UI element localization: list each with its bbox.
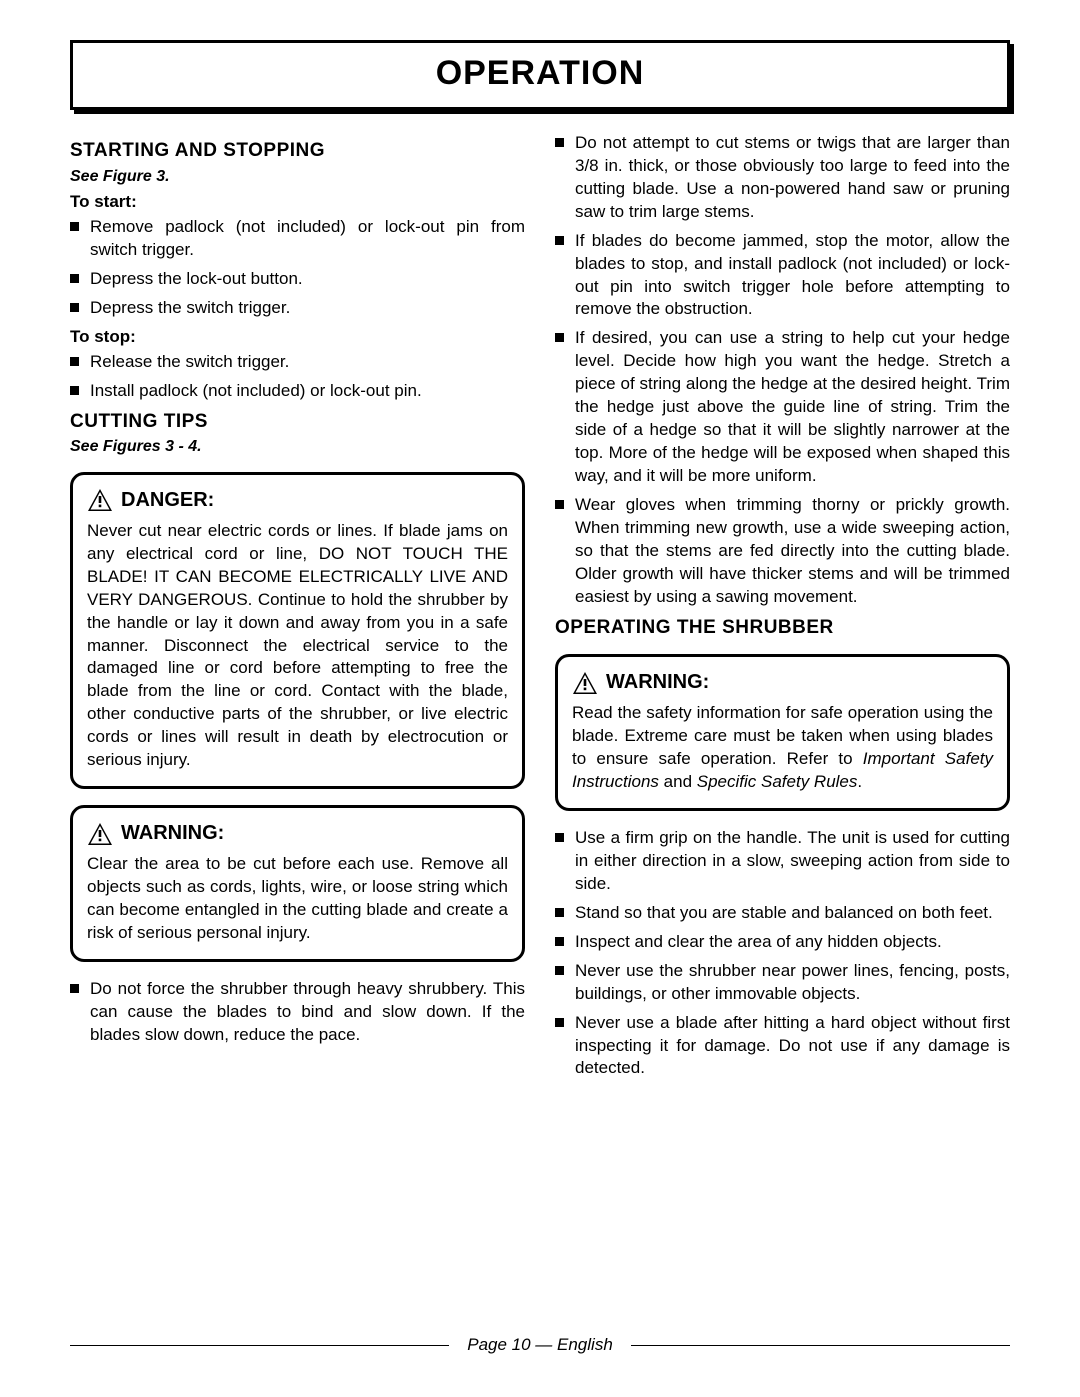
left-column: STARTING AND STOPPING See Figure 3. To s… bbox=[70, 132, 525, 1087]
warning-triangle-icon bbox=[87, 822, 113, 846]
footer-rule-left bbox=[70, 1345, 449, 1346]
list-item: Depress the lock-out button. bbox=[70, 268, 525, 291]
warning-label: WARNING: bbox=[606, 669, 709, 696]
list-item: Remove padlock (not included) or lock-ou… bbox=[70, 216, 525, 262]
page-title: OPERATION bbox=[73, 51, 1007, 97]
warning-triangle-icon bbox=[87, 488, 113, 512]
see-figure-ref: See Figure 3. bbox=[70, 166, 525, 188]
list-item: If blades do become jammed, stop the mot… bbox=[555, 230, 1010, 322]
operating-list: Use a firm grip on the handle. The unit … bbox=[555, 827, 1010, 1080]
danger-box: DANGER: Never cut near electric cords or… bbox=[70, 472, 525, 789]
list-item: If desired, you can use a string to help… bbox=[555, 327, 1010, 488]
list-item: Never use the shrubber near power lines,… bbox=[555, 960, 1010, 1006]
to-stop-label: To stop: bbox=[70, 326, 525, 349]
heading-cutting-tips: CUTTING TIPS bbox=[70, 409, 525, 435]
heading-operating-shrubber: OPERATING THE SHRUBBER bbox=[555, 615, 1010, 641]
warning-label: WARNING: bbox=[121, 820, 224, 847]
list-item: Use a firm grip on the handle. The unit … bbox=[555, 827, 1010, 896]
warning-body-italic: Specific Safety Rules bbox=[697, 772, 858, 791]
list-item: Never use a blade after hitting a hard o… bbox=[555, 1012, 1010, 1081]
after-warning-list: Do not force the shrubber through heavy … bbox=[70, 978, 525, 1047]
page-title-box: OPERATION bbox=[70, 40, 1010, 110]
warning-head: WARNING: bbox=[87, 820, 508, 847]
warning-body: Clear the area to be cut before each use… bbox=[87, 853, 508, 945]
warning-body-text: and bbox=[659, 772, 697, 791]
list-item: Release the switch trigger. bbox=[70, 351, 525, 374]
heading-starting-stopping: STARTING AND STOPPING bbox=[70, 138, 525, 164]
page-number: Page 10 — English bbox=[467, 1334, 613, 1357]
warning-box: WARNING: Read the safety information for… bbox=[555, 654, 1010, 811]
start-steps-list: Remove padlock (not included) or lock-ou… bbox=[70, 216, 525, 320]
list-item: Depress the switch trigger. bbox=[70, 297, 525, 320]
content-columns: STARTING AND STOPPING See Figure 3. To s… bbox=[70, 132, 1010, 1087]
warning-box: WARNING: Clear the area to be cut before… bbox=[70, 805, 525, 962]
page-footer: Page 10 — English bbox=[70, 1334, 1010, 1357]
list-item: Do not attempt to cut stems or twigs tha… bbox=[555, 132, 1010, 224]
danger-body: Never cut near electric cords or lines. … bbox=[87, 520, 508, 772]
warning-body: Read the safety information for safe ope… bbox=[572, 702, 993, 794]
footer-rule-right bbox=[631, 1345, 1010, 1346]
cutting-tips-continued-list: Do not attempt to cut stems or twigs tha… bbox=[555, 132, 1010, 609]
warning-triangle-icon bbox=[572, 671, 598, 695]
warning-body-text: . bbox=[857, 772, 862, 791]
danger-head: DANGER: bbox=[87, 487, 508, 514]
to-start-label: To start: bbox=[70, 191, 525, 214]
danger-label: DANGER: bbox=[121, 487, 214, 514]
right-column: Do not attempt to cut stems or twigs tha… bbox=[555, 132, 1010, 1087]
list-item: Inspect and clear the area of any hidden… bbox=[555, 931, 1010, 954]
list-item: Wear gloves when trimming thorny or pric… bbox=[555, 494, 1010, 609]
list-item: Stand so that you are stable and balance… bbox=[555, 902, 1010, 925]
list-item: Install padlock (not included) or lock-o… bbox=[70, 380, 525, 403]
see-figure-ref: See Figures 3 - 4. bbox=[70, 436, 525, 458]
list-item: Do not force the shrubber through heavy … bbox=[70, 978, 525, 1047]
stop-steps-list: Release the switch trigger. Install padl… bbox=[70, 351, 525, 403]
warning-head: WARNING: bbox=[572, 669, 993, 696]
